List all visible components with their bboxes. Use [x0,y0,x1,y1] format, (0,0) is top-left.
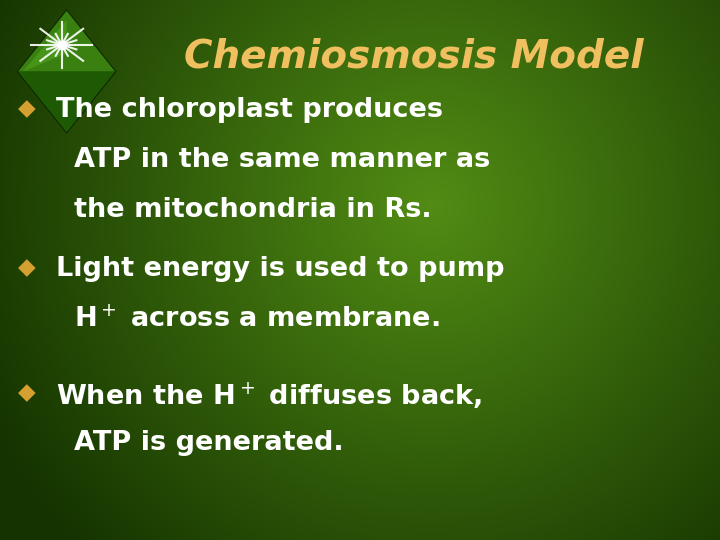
Polygon shape [23,20,66,71]
Text: The chloroplast produces: The chloroplast produces [56,97,443,123]
Text: ATP in the same manner as: ATP in the same manner as [74,147,490,173]
Text: Chemiosmosis Model: Chemiosmosis Model [184,38,644,76]
Text: When the H$^+$ diffuses back,: When the H$^+$ diffuses back, [56,381,482,411]
Text: Light energy is used to pump: Light energy is used to pump [56,256,505,282]
Text: the mitochondria in Rs.: the mitochondria in Rs. [74,197,432,222]
Polygon shape [18,71,115,132]
Text: ◆: ◆ [18,97,36,120]
Text: ◆: ◆ [18,256,36,280]
Text: ◆: ◆ [18,381,36,404]
Polygon shape [18,11,115,132]
Polygon shape [18,11,115,71]
Text: ATP is generated.: ATP is generated. [74,430,343,456]
Text: H$^+$ across a membrane.: H$^+$ across a membrane. [74,306,440,333]
